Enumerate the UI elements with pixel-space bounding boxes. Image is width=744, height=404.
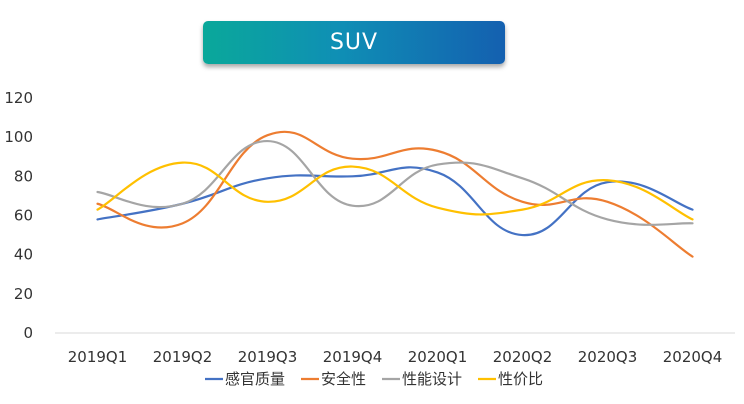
y-tick-label: 60 — [14, 207, 33, 225]
legend-label: 感官质量 — [225, 370, 285, 388]
series-line-1 — [96, 166, 694, 237]
x-tick-label: 2019Q1 — [68, 348, 128, 366]
series-line-4 — [96, 161, 694, 221]
y-tick-label: 120 — [4, 89, 33, 107]
series-lines — [96, 130, 694, 258]
x-tick-label: 2020Q1 — [408, 348, 468, 366]
axes: 0 20 40 60 80 100 120 2019Q1 2019Q2 2019Q3 2019Q4 2… — [4, 89, 735, 366]
legend-label: 性价比 — [498, 370, 543, 388]
y-tick-label: 100 — [4, 128, 33, 146]
legend: 感官质量 安全性 性能设计 性价比 — [205, 370, 543, 388]
x-tick-label: 2019Q4 — [323, 348, 383, 366]
y-tick-label: 0 — [23, 324, 33, 342]
chart-title: SUV — [329, 30, 379, 55]
legend-label: 安全性 — [321, 370, 366, 388]
x-tick-label: 2020Q3 — [578, 348, 638, 366]
x-tick-label: 2019Q2 — [153, 348, 213, 366]
y-tick-label: 20 — [14, 285, 33, 303]
y-tick-label: 40 — [14, 246, 33, 264]
series-line-2 — [96, 130, 694, 258]
legend-label: 性能设计 — [402, 370, 462, 388]
series-line-3 — [96, 139, 694, 226]
x-tick-label: 2020Q2 — [493, 348, 553, 366]
x-tick-label: 2019Q3 — [238, 348, 298, 366]
y-tick-label: 80 — [14, 167, 33, 185]
chart-title-banner: SUV — [203, 21, 505, 64]
x-tick-label: 2020Q4 — [663, 348, 723, 366]
